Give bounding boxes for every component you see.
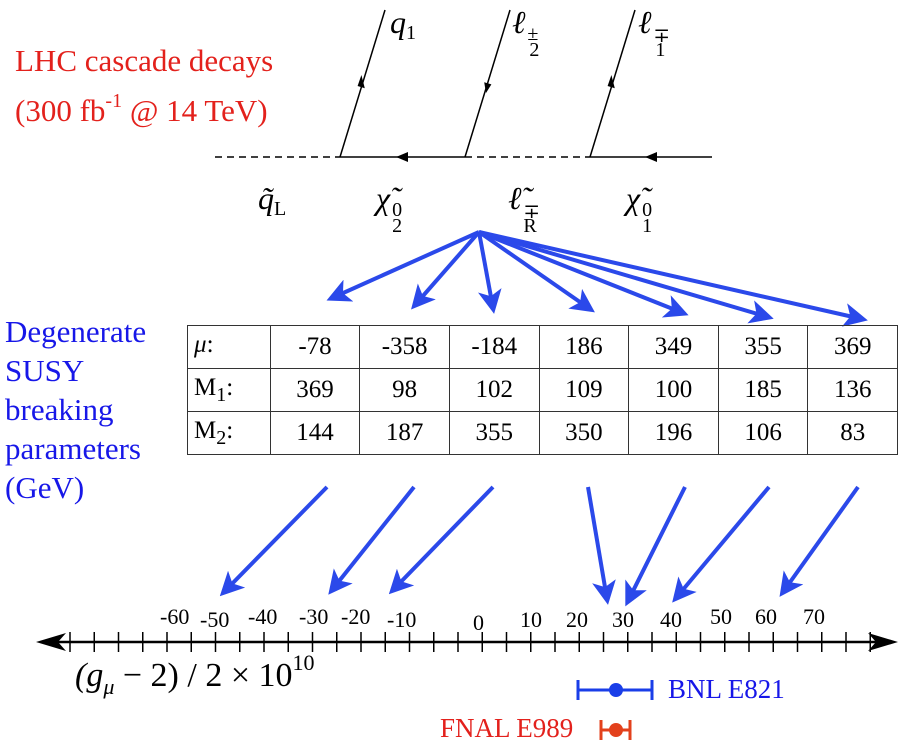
axis-tick-label: 10 [520, 607, 542, 632]
side-label-line-2: SUSY [5, 353, 85, 388]
axis-right-arrowhead [868, 633, 898, 651]
table-cell: 144 [269, 411, 361, 455]
table-cell: 83 [807, 411, 898, 455]
table-cell: 102 [448, 368, 540, 412]
table-cell: 185 [717, 368, 809, 412]
prop-label-squark: q̃L [258, 180, 287, 220]
side-label-line-3: breaking [5, 392, 114, 427]
map-arrow-5 [625, 486, 687, 607]
table-cell: 349 [628, 325, 719, 369]
map-arrow-4 [586, 486, 616, 605]
bnl-label: BNL E821 [668, 674, 785, 704]
table-row: M2: 144 187 355 350 196 106 83 [187, 411, 898, 455]
fan-arrow-5 [478, 230, 689, 318]
cascade-diagram [215, 9, 712, 162]
axis-tick-label: -60 [160, 604, 190, 629]
table-cell: 369 [807, 325, 898, 369]
prop-label-neutralino1: χ̃ 0 1 [626, 180, 653, 237]
table-cell: 355 [448, 411, 540, 455]
axis-tick-label: -50 [200, 607, 230, 632]
header-line2-post: @ 14 TeV) [122, 93, 268, 128]
table-row: M1: 369 98 102 109 100 185 136 [187, 368, 898, 412]
axis-tick-label: -10 [387, 607, 417, 632]
leg-label-lepton1: ℓ ∓ 1 [638, 4, 671, 61]
fan-arrow-6 [478, 230, 774, 324]
side-label-line-1: Degenerate [5, 314, 147, 349]
side-label-line-4: parameters [5, 431, 141, 466]
table-cell: 98 [359, 368, 450, 412]
header-line-1: LHC cascade decays [15, 43, 274, 78]
axis-tick-label: 60 [755, 604, 777, 629]
fan-arrow-3 [477, 231, 502, 314]
mapping-arrows [219, 485, 860, 607]
fnal-measurement [599, 720, 632, 740]
map-arrow-3 [388, 485, 495, 595]
bnl-measurement [576, 680, 654, 700]
quark-leg-arrow [357, 75, 365, 89]
table-cell: 350 [538, 411, 630, 455]
table-cell: 369 [269, 368, 361, 412]
bnl-central-value [609, 683, 623, 697]
axis-tick-label: -40 [248, 604, 278, 629]
table-cell: 187 [359, 411, 450, 455]
table-cell: -78 [269, 325, 361, 369]
lepton1-leg-arrow [607, 75, 615, 89]
prop-label-neutralino2: χ̃ 0 2 [376, 180, 403, 237]
fnal-label: FNAL E989 [440, 713, 574, 743]
fan-arrow-7 [478, 230, 868, 327]
axis-tick-label: -30 [299, 604, 329, 629]
leg-label-lepton2: ℓ ±2 [512, 4, 540, 61]
table-cell: -184 [448, 325, 540, 369]
leg-label-quark: q1 [390, 4, 416, 44]
fan-arrows [326, 230, 868, 327]
table-cell: 355 [717, 325, 809, 369]
header-line2-sup: -1 [105, 90, 123, 112]
number-axis [36, 632, 898, 652]
axis-tick-label: 0 [473, 610, 484, 635]
map-arrow-7 [779, 485, 860, 597]
axis-formula: (gμ − 2) / 2 × 1010 [75, 650, 315, 699]
axis-tick-label: -20 [341, 604, 371, 629]
axis-tick-label: 70 [803, 604, 825, 629]
fnal-central-value [609, 723, 623, 737]
axis-tick-label: 50 [710, 604, 732, 629]
susy-parameter-table: μ: -78 -358 -184 186 349 355 369 M1: 369 98 102 109 1… [187, 325, 898, 455]
fan-arrow-1 [326, 230, 480, 302]
propagator-arrow-1 [396, 152, 408, 162]
map-arrow-1 [219, 485, 329, 597]
row-label: M2: [187, 411, 271, 455]
header-line2-pre: (300 fb [15, 93, 106, 128]
header-line-2: (300 fb-1 @ 14 TeV) [15, 82, 268, 130]
axis-tick-label: 40 [660, 607, 682, 632]
row-label: M1: [187, 368, 271, 412]
table-cell: 100 [628, 368, 719, 412]
table-cell: 106 [717, 411, 809, 455]
map-arrow-2 [328, 485, 416, 595]
lepton2-leg-arrow [484, 82, 492, 93]
prop-label-slepton: ℓ̃ ∓ R [508, 180, 541, 237]
table-row: μ: -78 -358 -184 186 349 355 369 [187, 325, 898, 369]
propagator-arrow-2 [645, 152, 657, 162]
map-arrow-6 [672, 485, 771, 603]
fan-arrow-2 [411, 230, 481, 310]
table-cell: -358 [359, 325, 450, 369]
row-label: μ: [187, 325, 271, 369]
table-cell: 136 [807, 368, 898, 412]
axis-tick-label: 20 [566, 607, 588, 632]
table-cell: 186 [538, 325, 630, 369]
table-cell: 109 [538, 368, 630, 412]
side-label-line-5: (GeV) [5, 470, 85, 505]
axis-tick-label: 30 [612, 607, 634, 632]
table-cell: 196 [628, 411, 719, 455]
axis-left-arrowhead [36, 633, 66, 651]
fan-arrow-4 [477, 230, 595, 313]
